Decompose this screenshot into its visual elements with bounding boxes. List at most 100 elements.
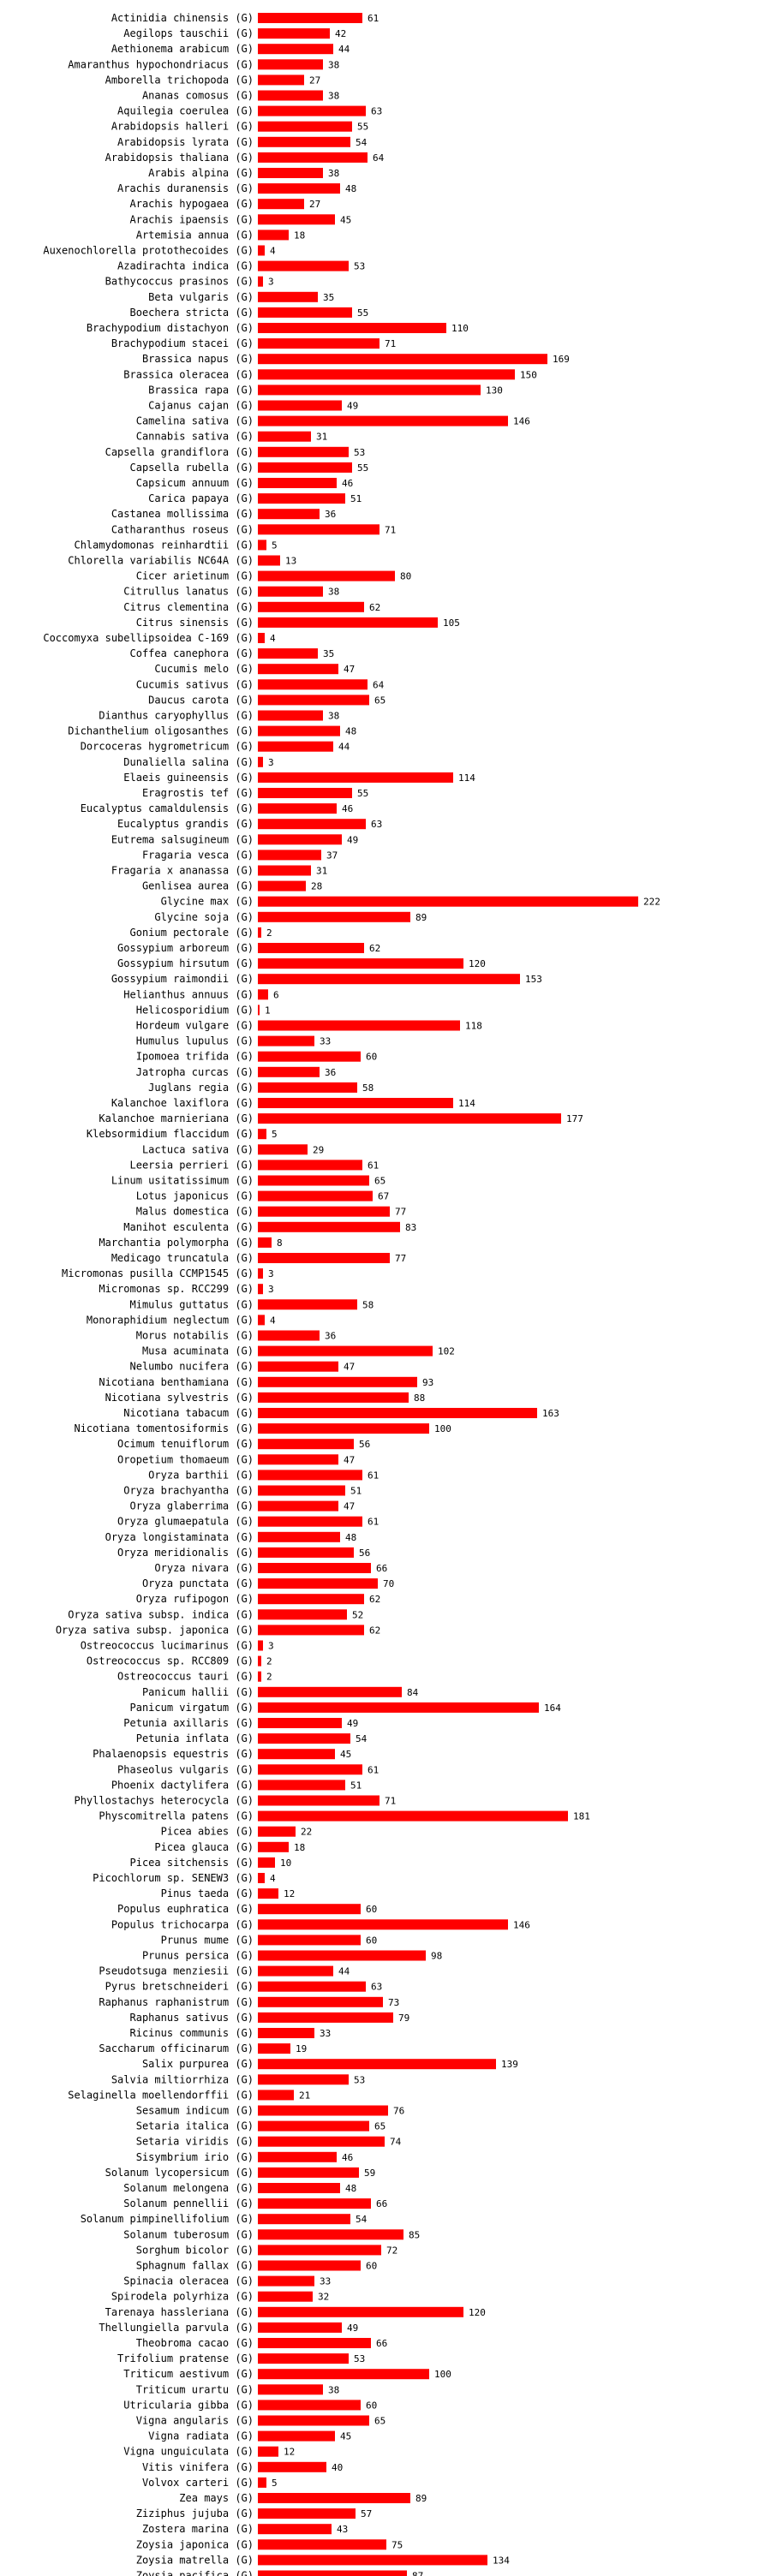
value-label: 55 (357, 462, 368, 474)
category-label: Boechera stricta (G) (130, 307, 254, 319)
value-label: 4 (270, 246, 276, 257)
value-label: 53 (354, 447, 365, 458)
bar (258, 2291, 313, 2302)
bar (258, 90, 323, 101)
value-label: 35 (323, 292, 334, 303)
category-label: Picea glauca (G) (154, 1841, 254, 1853)
category-label: Gossypium raimondii (G) (111, 973, 254, 985)
bar (258, 1221, 400, 1232)
value-label: 89 (415, 2493, 427, 2504)
value-label: 150 (520, 369, 537, 380)
category-label: Volvox carteri (G) (142, 2477, 254, 2489)
value-label: 60 (366, 1052, 377, 1063)
value-label: 40 (332, 2462, 343, 2473)
category-label: Nicotiana benthamiana (G) (99, 1376, 254, 1388)
value-label: 93 (422, 1377, 433, 1388)
category-label: Vigna radiata (G) (148, 2430, 254, 2442)
value-label: 13 (285, 556, 296, 567)
category-label: Vigna angularis (G) (136, 2415, 254, 2427)
bar (258, 1950, 426, 1961)
bar (258, 1345, 433, 1357)
bar (258, 1795, 380, 1806)
bar (258, 2090, 294, 2101)
category-label: Ipomoea trifida (G) (136, 1051, 254, 1063)
value-label: 3 (268, 1284, 274, 1295)
category-label: Zoysia pacifica (G) (136, 2570, 254, 2576)
value-label: 61 (368, 13, 379, 24)
value-label: 118 (465, 1021, 482, 1032)
value-label: 37 (326, 850, 338, 861)
bar (258, 2493, 410, 2503)
value-label: 32 (318, 2292, 329, 2303)
value-label: 62 (369, 943, 380, 954)
value-label: 66 (376, 1563, 387, 1574)
bar (258, 75, 304, 86)
value-label: 38 (328, 711, 339, 722)
bar (258, 2105, 388, 2116)
value-label: 57 (361, 2508, 372, 2519)
value-label: 12 (284, 1888, 295, 1899)
bar (258, 276, 263, 287)
value-label: 146 (513, 416, 530, 427)
value-label: 105 (443, 617, 460, 629)
bar (258, 1098, 453, 1108)
bar (258, 291, 318, 302)
bar (258, 2400, 361, 2411)
value-label: 43 (337, 2524, 348, 2535)
value-label: 22 (301, 1827, 312, 1838)
bar (258, 1516, 362, 1527)
bar (258, 648, 318, 659)
value-label: 84 (407, 1687, 419, 1698)
bar (258, 1454, 338, 1465)
bar (258, 230, 289, 241)
value-label: 63 (371, 1982, 382, 1993)
category-label: Elaeis guineensis (G) (123, 772, 254, 784)
category-label: Lactuca sativa (G) (142, 1143, 254, 1155)
category-label: Brachypodium distachyon (G) (87, 322, 254, 334)
category-label: Capsella grandiflora (G) (105, 446, 254, 458)
bar (258, 28, 330, 39)
value-label: 85 (409, 2229, 420, 2240)
bar (258, 2353, 349, 2364)
value-label: 38 (328, 168, 339, 179)
category-label: Arachis duranensis (G) (117, 182, 254, 194)
bar (258, 1500, 338, 1512)
bar (258, 478, 337, 488)
bar (258, 1749, 335, 1760)
category-label: Coffea canephora (G) (130, 647, 254, 659)
value-label: 36 (325, 509, 336, 520)
value-label: 120 (469, 958, 486, 969)
value-label: 120 (469, 2307, 486, 2318)
category-label: Vitis vinifera (G) (142, 2461, 254, 2473)
category-label: Oryza glaberrima (G) (130, 1500, 254, 1512)
bar (258, 1175, 369, 1186)
bar (258, 168, 323, 178)
category-label: Ananas comosus (G) (142, 90, 254, 102)
category-label: Saccharum officinarum (G) (99, 2042, 254, 2054)
bar (258, 695, 369, 706)
category-label: Raphanus sativus (G) (130, 2012, 254, 2024)
value-label: 53 (354, 2074, 365, 2085)
value-label: 63 (371, 819, 382, 830)
value-label: 65 (374, 1176, 386, 1187)
bar (258, 59, 323, 70)
category-label: Arabidopsis thaliana (G) (105, 152, 254, 164)
category-label: Physcomitrella patens (G) (99, 1810, 254, 1822)
bar (258, 2043, 290, 2054)
value-label: 102 (438, 1346, 455, 1357)
category-label: Monoraphidium neglectum (G) (87, 1314, 254, 1326)
value-label: 19 (296, 2043, 307, 2054)
bar (258, 2059, 496, 2070)
value-label: 61 (368, 1160, 379, 1171)
bar (258, 2539, 386, 2550)
value-label: 72 (386, 2245, 397, 2256)
value-label: 51 (350, 1486, 362, 1497)
category-label: Dichanthelium oligosanthes (G) (68, 725, 254, 737)
category-label: Glycine max (G) (161, 896, 254, 908)
bar (258, 2322, 342, 2333)
bar (258, 974, 520, 985)
bar (258, 540, 266, 551)
value-label: 51 (350, 1780, 362, 1791)
category-label: Brassica oleracea (G) (123, 368, 254, 380)
category-label: Prunus persica (G) (142, 1950, 254, 1962)
